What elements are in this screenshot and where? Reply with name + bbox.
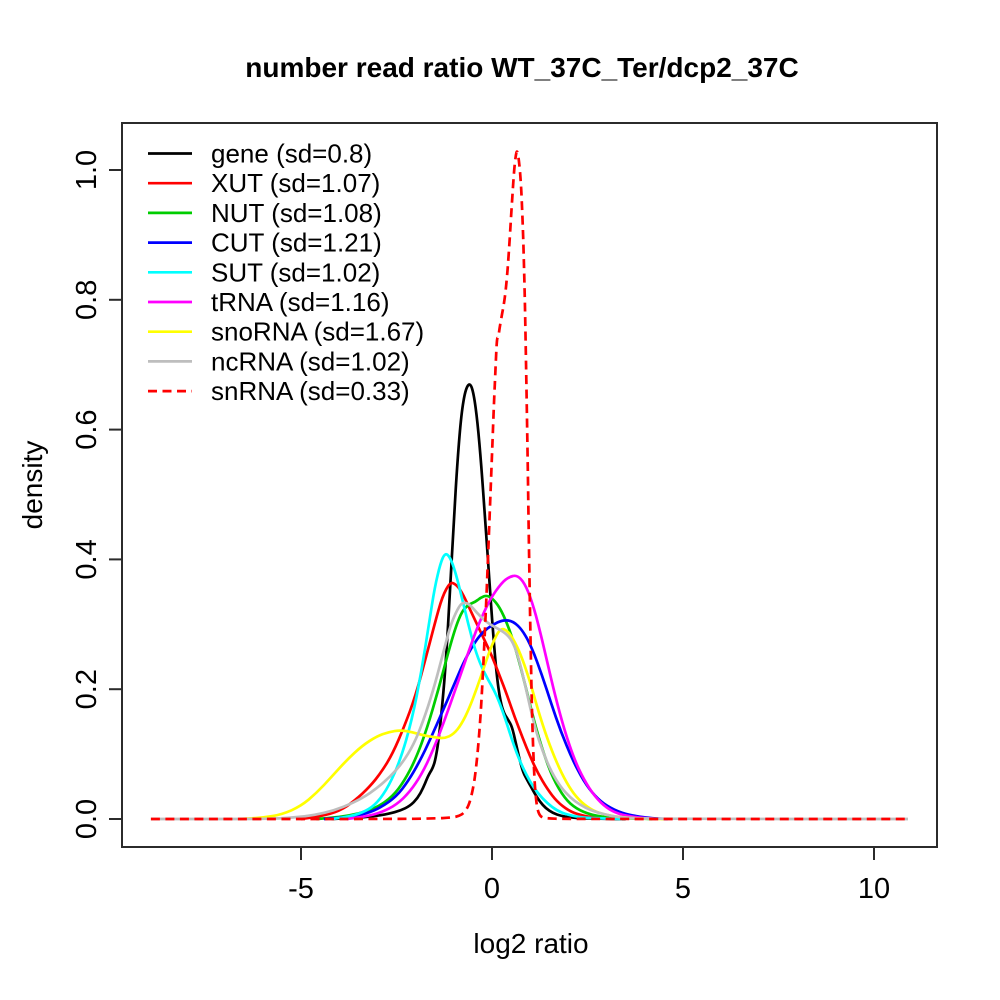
x-tick-label: 5 [675,873,691,905]
legend-label-NUT: NUT (sd=1.08) [211,198,382,228]
y-tick-label: 0.8 [71,280,103,320]
curve-XUT [300,581,615,821]
y-tick-label: 0.2 [71,669,103,709]
y-tick-label: 1.0 [71,150,103,190]
x-tick-label: 0 [484,873,500,905]
legend-label-snoRNA: snoRNA (sd=1.67) [211,317,424,347]
curve-snRNA [150,150,908,821]
curves-layer [150,150,908,821]
y-tick-label: 0.0 [71,799,103,839]
chart-title: number read ratio WT_37C_Ter/dcp2_37C [245,52,798,83]
y-axis-label: density [17,441,48,530]
x-axis-label: log2 ratio [473,928,588,959]
legend-label-ncRNA: ncRNA (sd=1.02) [211,346,410,376]
plot-box [121,122,938,848]
curve-snoRNA [239,627,664,821]
y-axis: 0.0 0.2 0.4 0.6 0.8 1.0 [71,150,122,839]
x-tick-label: -5 [288,873,314,905]
curve-gene [331,383,626,821]
x-tick-label: 10 [858,873,890,905]
y-tick-label: 0.6 [71,409,103,449]
curve-NUT [316,594,653,821]
legend-label-tRNA: tRNA (sd=1.16) [211,287,389,317]
curve-SUT [331,552,622,821]
x-axis: -5 0 5 10 [288,847,890,905]
curve-tRNA [346,574,657,821]
legend-label-snRNA: snRNA (sd=0.33) [211,376,410,406]
legend-label-XUT: XUT (sd=1.07) [211,168,380,198]
legend-label-gene: gene (sd=0.8) [211,139,372,169]
y-tick-label: 0.4 [71,539,103,579]
legend: gene (sd=0.8)XUT (sd=1.07)NUT (sd=1.08)C… [148,139,424,406]
legend-label-CUT: CUT (sd=1.21) [211,228,382,258]
legend-label-SUT: SUT (sd=1.02) [211,257,380,287]
